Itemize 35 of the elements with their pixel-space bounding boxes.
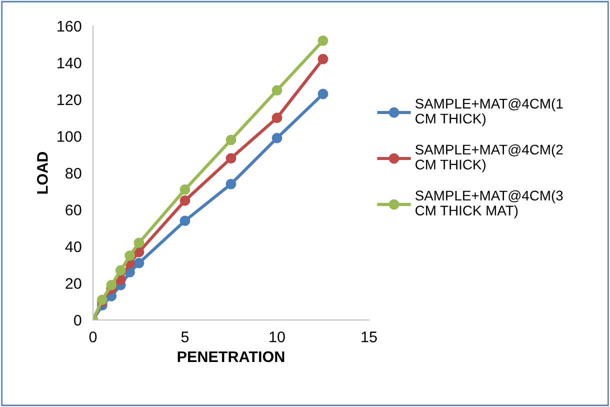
point: [272, 112, 282, 124]
point: [318, 54, 328, 64]
y-tick-label: 100: [58, 131, 82, 142]
point: [134, 238, 144, 248]
y-tick-label: 40: [65, 241, 82, 252]
point: [115, 265, 126, 276]
y-tick-label: 60: [66, 204, 82, 216]
y-tick-label: 120: [58, 94, 82, 106]
point: [180, 184, 190, 195]
y-tick-label: 20: [66, 278, 82, 289]
point: [180, 216, 190, 226]
x-tick-label: 15: [362, 332, 377, 342]
y-tick-label: 140: [58, 58, 82, 68]
x-tick-label: 0: [89, 332, 97, 342]
point: [272, 132, 282, 144]
x-tick-label: 10: [270, 332, 285, 342]
point: [180, 195, 190, 206]
point: [318, 35, 328, 46]
legend-label: SAMPLE+MAT@4CM(3 CM THICK MAT): [415, 190, 563, 218]
y-axis-title: LOAD: [37, 152, 48, 194]
y-tick-label: 0: [74, 314, 82, 326]
legend-label: SAMPLE+MAT@4CM(2 CM THICK): [415, 144, 563, 172]
y-tick-label: 160: [58, 20, 82, 32]
point: [134, 258, 144, 268]
point: [226, 134, 236, 146]
x-tick-label: 5: [181, 332, 189, 342]
x-axis-title: PENETRATION: [178, 351, 284, 362]
point: [124, 250, 136, 261]
y-tick-label: 80: [66, 168, 82, 179]
point: [272, 85, 282, 96]
point: [318, 88, 328, 100]
point: [226, 153, 236, 164]
point: [106, 280, 117, 290]
point: [226, 178, 236, 190]
legend-label: SAMPLE+MAT@4CM(1 CM THICK): [415, 98, 563, 126]
